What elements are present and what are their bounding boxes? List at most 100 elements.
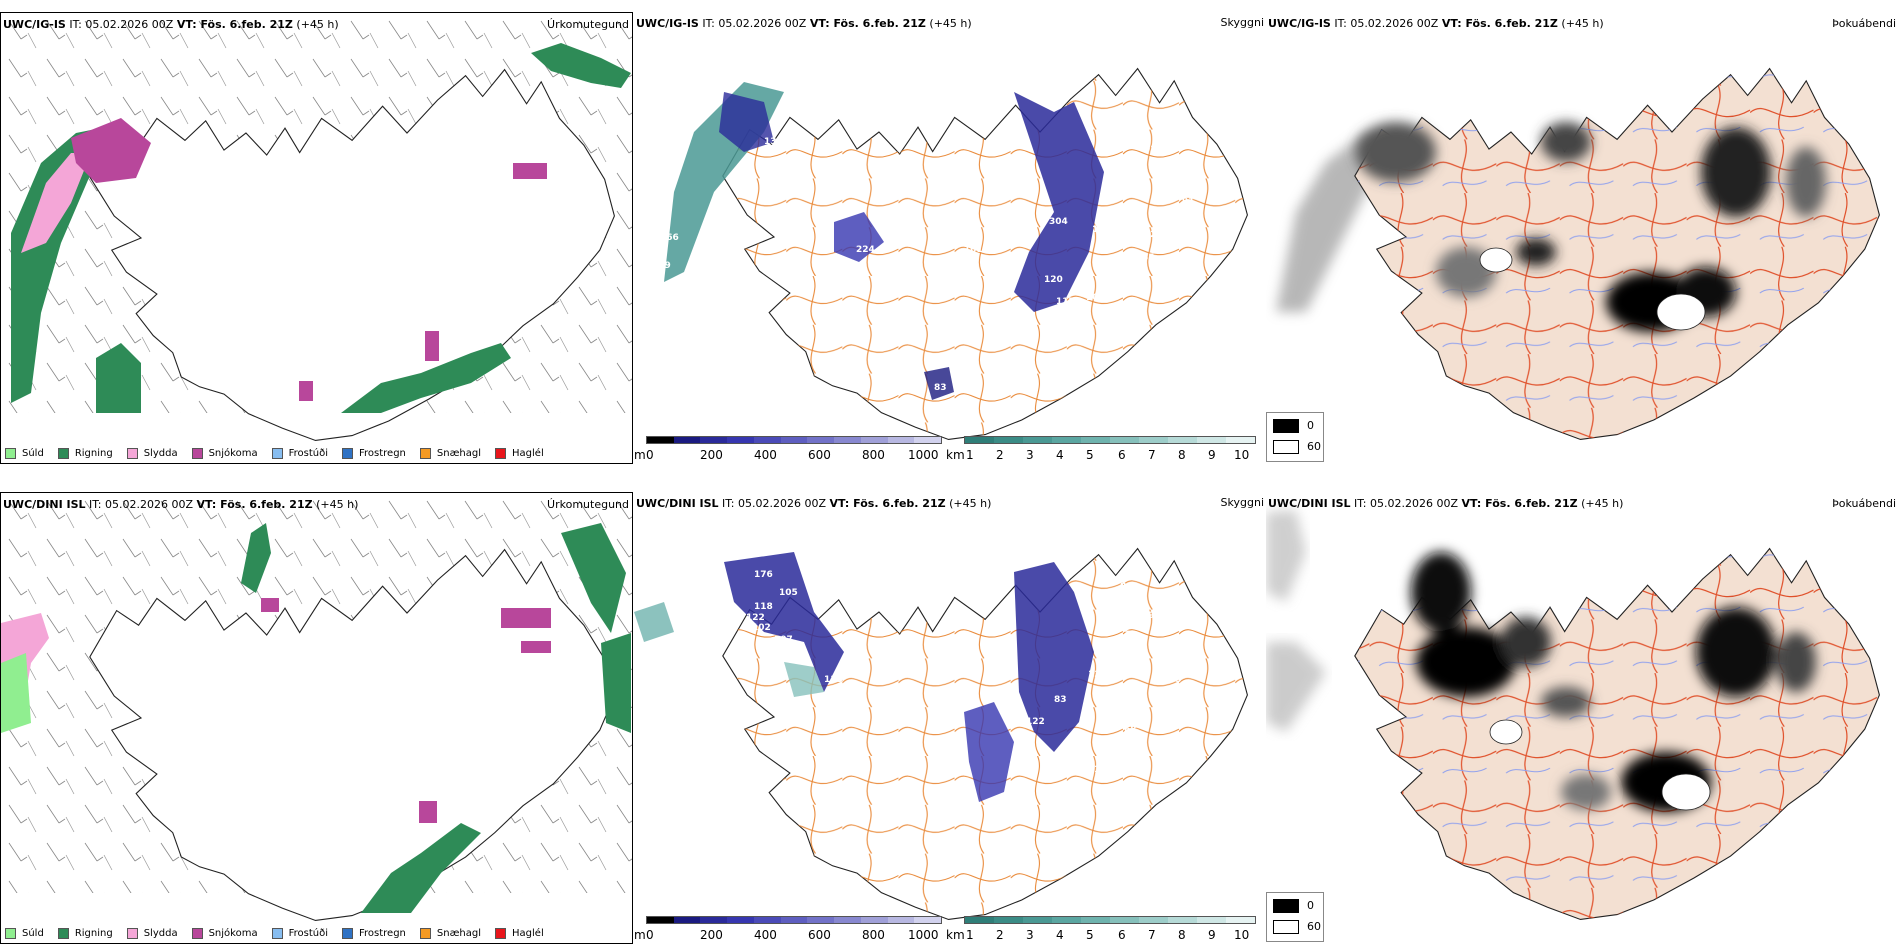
legend-item: Haglél [495,448,544,459]
model-name: UWC/DINI ISL [3,498,86,511]
vis-label: 114 [1066,766,1085,776]
valid-time: VT: Fös. 6.feb. 21Z [196,498,313,511]
vis-label: 90 [1160,213,1173,223]
panel-title: Skyggni [1220,496,1264,509]
visibility-km-area [784,662,824,697]
vis-label: 67 [1179,635,1192,645]
panel-header: UWC/IG-IS IT: 05.02.2026 00Z VT: Fös. 6.… [3,18,339,31]
snow-spot [501,608,551,628]
fog-swatch [1273,920,1299,934]
model-name: UWC/DINI ISL [1268,497,1351,510]
vis-label: 112 [1050,761,1069,771]
visibility-m-area [724,552,844,692]
precip-legend: Súld Rigning Slydda Snjókoma Frostúði Fr… [5,928,544,939]
vis-label: 117 [1056,297,1075,307]
valid-time: VT: Fös. 6.feb. 21Z [809,17,926,30]
colorbar-tick: 6 [1118,928,1126,942]
valid-time: VT: Fös. 6.feb. 21Z [176,18,293,31]
vis-label: 115 [824,675,843,685]
rain-area-sw [96,343,141,413]
legend-label: Snæhagl [436,928,482,939]
colorbar-tick: 9 [1208,448,1216,462]
init-time: IT: 05.02.2026 00Z [89,498,194,511]
colorbar-tick: 400 [754,928,777,942]
fog-indicator-panel-2: UWC/DINI ISL IT: 05.02.2026 00Z VT: Fös.… [1266,492,1900,944]
init-time: IT: 05.02.2026 00Z [702,17,807,30]
vis-label: 122 [1026,717,1045,727]
colorbar-tick: 4 [1056,928,1064,942]
fog-swatch [1273,899,1299,913]
vis-label: 120 [1044,275,1063,285]
vis-label: 366 [660,233,679,243]
rain-area-ne [561,523,626,633]
vis-label: 13 [1088,670,1101,680]
vis-label: 63 [1176,620,1189,630]
legend-swatch [191,448,203,459]
lead-time: (+45 h) [929,17,972,30]
vis-label: 12 [1144,230,1157,240]
colorbar-strip [646,916,942,924]
legend-item: Súld [5,448,44,459]
legend-swatch [191,928,203,939]
vis-label: 45 [1154,267,1167,277]
model-name: UWC/IG-IS [3,18,66,31]
vis-label: 95 [856,670,869,680]
legend-label: Rigning [74,448,113,459]
legend-label: Snjókoma [208,928,258,939]
legend-item: Frostregn [342,928,406,939]
vis-label: 84 [1120,582,1133,592]
vis-label: 305 [667,137,686,147]
panel-header: UWC/DINI ISL IT: 05.02.2026 00Z VT: Fös.… [3,498,358,511]
vis-label: 609 [652,261,671,271]
vis-label: 100 [1174,661,1193,671]
panel-header: UWC/IG-IS IT: 05.02.2026 00Z VT: Fös. 6.… [1268,17,1604,30]
colorbar-tick: 1000 [908,448,939,462]
precip-map-2 [1,493,632,922]
fog-dense-areas [1411,552,1816,812]
vis-label: 57 [696,243,709,253]
visibility-km-area [634,602,674,642]
colorbar-tick: 10 [1234,928,1250,942]
fog-map-1 [1276,67,1881,441]
colorbar-strip [964,916,1256,924]
legend-label: Snjókoma [208,448,258,459]
precip-map-1 [1,13,632,442]
colorbar-tick: 0 [646,928,654,942]
fog-swatch [1273,419,1299,433]
vis-label: 105 [779,588,798,598]
visibility-colorbar-m: m 0 200 400 600 800 1000 [634,436,944,464]
vis-label: 36 [1134,165,1147,175]
fog-legend: 0 60 [1266,892,1324,942]
panel-header: UWC/DINI ISL IT: 05.02.2026 00Z VT: Fös.… [1268,497,1623,510]
glacier [1489,719,1523,745]
legend-item: Súld [5,928,44,939]
visibility-colorbar-m: m 0 200 400 600 800 1000 [634,916,944,944]
vis-label: 100 [1086,293,1105,303]
init-time: IT: 05.02.2026 00Z [69,18,174,31]
colorbar-tick: 2 [996,448,1004,462]
legend-item: Snæhagl [419,448,481,459]
colorbar-tick: 6 [1118,448,1126,462]
colorbar-unit: km [946,928,965,942]
colorbar-tick: 1 [966,448,974,462]
legend-label: Frostúði [288,928,328,939]
visibility-panel-2: 176 105 118 122 102 107 115 95 232 84 69… [634,492,1266,944]
legend-label: Súld [22,928,44,939]
init-time: IT: 05.02.2026 00Z [1354,497,1459,510]
panel-title: Þokuábendi [1832,497,1896,510]
model-name: UWC/IG-IS [636,17,699,30]
vis-label: 85 [1142,253,1155,263]
colorbar-tick: 800 [862,448,885,462]
colorbar-tick: 2 [996,928,1004,942]
colorbar-tick: 8 [1178,448,1186,462]
legend-swatch [57,448,69,459]
vis-label: 148 [1094,765,1113,775]
legend-item: Frostúði [271,928,328,939]
valid-time: VT: Fös. 6.feb. 21Z [1441,17,1558,30]
colorbar-tick: 400 [754,448,777,462]
colorbar-tick: 5 [1086,928,1094,942]
vis-label: 304 [1049,217,1068,227]
precip-type-panel-1: UWC/IG-IS IT: 05.02.2026 00Z VT: Fös. 6.… [0,12,633,464]
fog-legend-label: 60 [1307,920,1321,933]
vis-label: 193 [1058,333,1077,343]
